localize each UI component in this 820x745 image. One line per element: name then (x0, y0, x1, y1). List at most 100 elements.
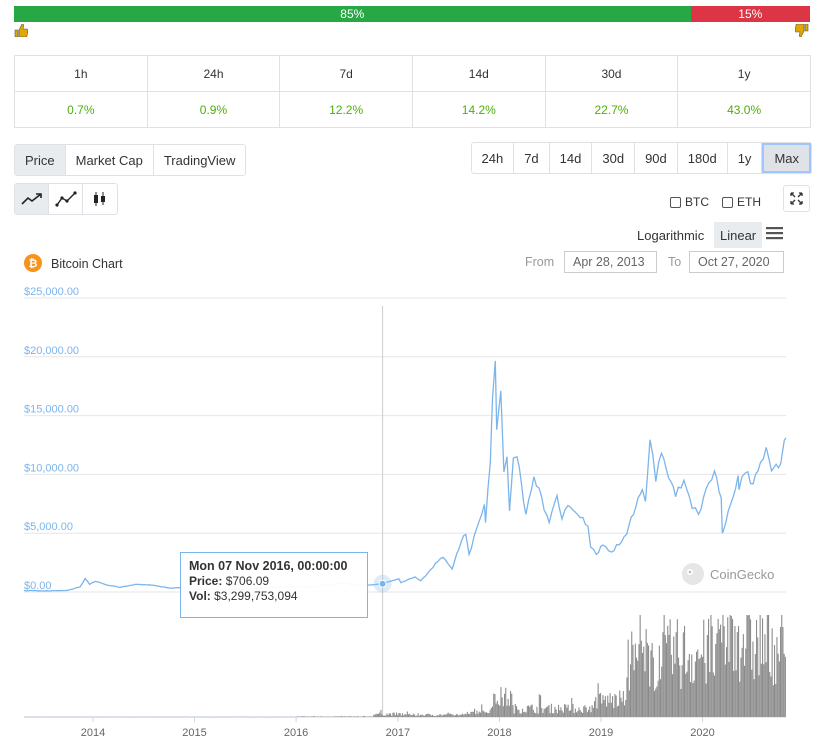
volume-bar (464, 713, 466, 717)
price-chart[interactable]: $0.00 $5,000.00 $10,000.00 $15,000.00 $20,00… (0, 280, 820, 745)
compare-btc[interactable]: BTC (670, 195, 709, 209)
y-tick-label: $25,000.00 (24, 286, 79, 298)
volume-bar (714, 675, 716, 717)
volume-bar (692, 683, 694, 717)
price-line (23, 360, 787, 592)
volume-bar (523, 712, 525, 717)
volume-bar (490, 707, 492, 717)
volume-bar (435, 715, 437, 717)
range-7d[interactable]: 7d (514, 143, 550, 173)
candlestick-icon[interactable] (83, 184, 117, 214)
eth-checkbox[interactable] (722, 196, 733, 208)
volume-bar (506, 705, 508, 717)
x-tick-label: 2019 (589, 727, 613, 739)
volume-bar (654, 690, 656, 717)
volume-bar (684, 625, 686, 717)
volume-bar (356, 716, 358, 717)
volume-bar (368, 716, 370, 717)
btc-checkbox[interactable] (670, 196, 681, 208)
volume-bar (541, 708, 543, 717)
volume-bar (642, 653, 644, 717)
thumbs-up-icon[interactable] (14, 23, 29, 40)
volume-bar (658, 645, 660, 717)
to-date-input[interactable]: Oct 27, 2020 (689, 251, 784, 273)
volume-bar (781, 615, 783, 717)
volume-bar (721, 642, 723, 717)
volume-bar (652, 657, 654, 717)
volume-bar (409, 713, 411, 717)
volume-bar (762, 618, 764, 717)
tab-tradingview[interactable]: TradingView (163, 152, 236, 168)
volume-bar (553, 713, 555, 717)
volume-bar (340, 716, 342, 717)
volume-bar (495, 703, 497, 717)
range-1y[interactable]: 1y (728, 143, 763, 173)
volume-bar (427, 713, 429, 717)
volume-bar (626, 677, 628, 717)
volume-bar (592, 707, 594, 717)
volume-bar (493, 693, 495, 717)
line-markers-chart-icon[interactable] (49, 184, 83, 214)
volume-bar (570, 710, 572, 717)
volume-bar (430, 715, 432, 717)
range-24h[interactable]: 24h (472, 143, 515, 173)
volume-bar (373, 714, 375, 717)
tab-market-cap[interactable]: Market Cap (66, 145, 154, 175)
sentiment-down-label: 15% (738, 7, 763, 21)
volume-bar (411, 715, 413, 717)
volume-bar (423, 715, 425, 717)
volume-bar (478, 711, 480, 717)
volume-bar (694, 661, 696, 717)
sentiment-up-label: 85% (340, 7, 365, 21)
range-180d[interactable]: 180d (678, 143, 728, 173)
volume-bar (636, 657, 638, 717)
volume-bar (648, 645, 650, 717)
hover-marker (378, 579, 387, 588)
range-90d[interactable]: 90d (635, 143, 678, 173)
from-date-input[interactable]: Apr 28, 2013 (564, 251, 657, 273)
volume-bar (500, 687, 502, 717)
volume-bar (474, 708, 476, 717)
volume-bar (700, 654, 702, 717)
scale-log-button[interactable]: Logarithmic (637, 227, 705, 243)
volume-bar (439, 714, 441, 717)
volume-bar (303, 716, 305, 717)
volume-bar (638, 644, 640, 717)
volume-bar (740, 657, 742, 717)
compare-eth[interactable]: ETH (722, 195, 761, 209)
volume-bar (620, 697, 622, 717)
hamburger-menu-icon[interactable] (766, 226, 783, 245)
volume-bar (586, 712, 588, 717)
chart-tooltip: Mon 07 Nov 2016, 00:00:00 Price: $706.09… (180, 552, 368, 618)
volume-bar (784, 656, 786, 717)
volume-bar (645, 629, 647, 717)
volume-bar (508, 705, 510, 717)
volume-bar (549, 713, 551, 717)
volume-bar (477, 713, 479, 717)
range-max[interactable]: Max (762, 143, 811, 173)
range-30d[interactable]: 30d (592, 143, 636, 173)
volume-bar (566, 707, 568, 717)
volume-bar (603, 700, 605, 717)
x-tick-label: 2014 (81, 727, 105, 739)
volume-bar (492, 706, 494, 717)
volume-bar (615, 695, 617, 717)
perf-value: 0.9% (146, 91, 281, 128)
volume-bar (416, 715, 418, 717)
range-14d[interactable]: 14d (550, 143, 593, 173)
line-chart-icon[interactable] (15, 184, 49, 214)
volume-bar (444, 714, 446, 717)
tab-price[interactable]: Price (15, 145, 66, 175)
thumbs-down-icon[interactable] (794, 23, 809, 40)
volume-bar (450, 713, 452, 717)
volume-bar (484, 712, 486, 717)
fullscreen-icon[interactable] (783, 185, 810, 212)
y-tick-label: $0.00 (24, 580, 52, 592)
volume-bar (531, 704, 533, 717)
scale-linear-button[interactable]: Linear (714, 222, 763, 248)
perf-header: 14d (411, 55, 546, 92)
volume-bar (690, 682, 692, 717)
volume-bar (698, 659, 700, 717)
volume-bar (519, 713, 521, 717)
perf-header: 7d (279, 55, 413, 92)
